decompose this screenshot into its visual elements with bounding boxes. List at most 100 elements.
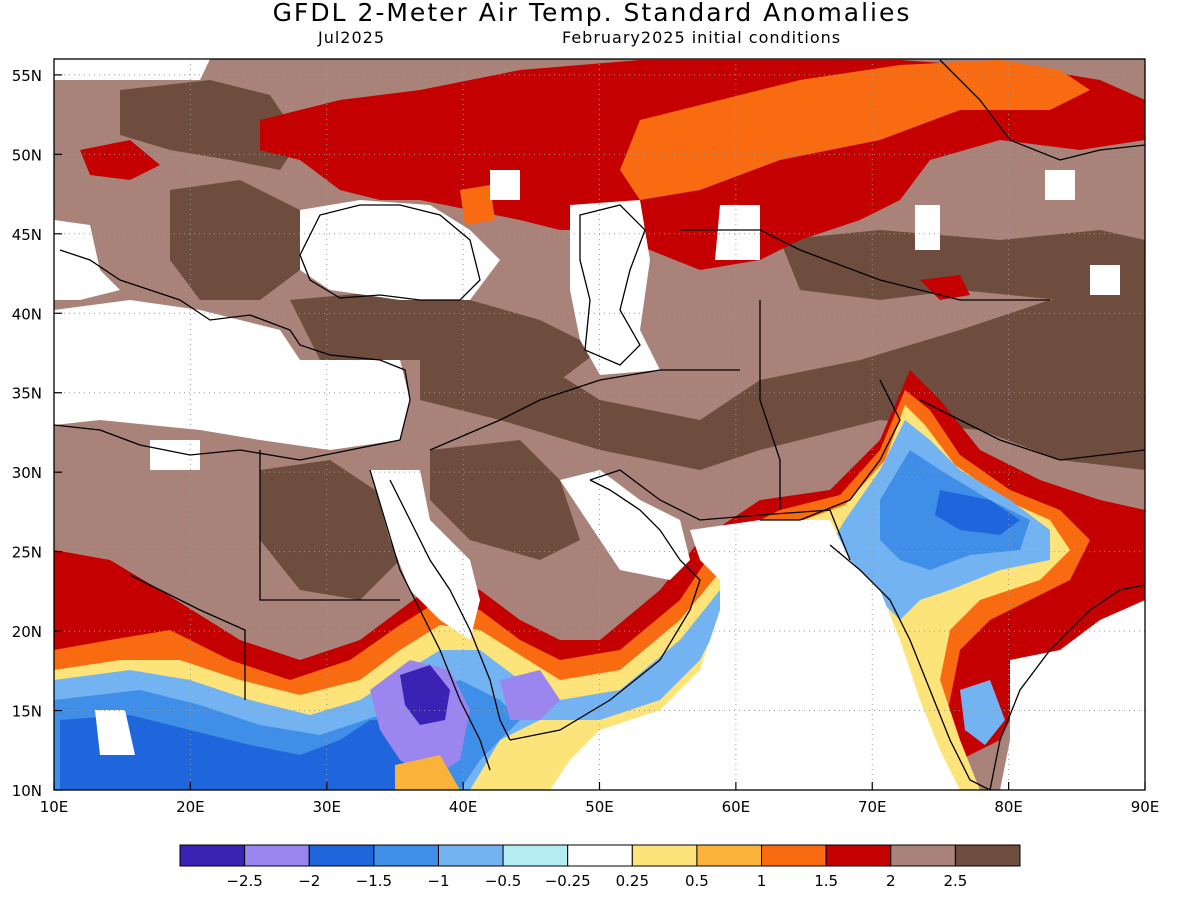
colorbar-label: −1 bbox=[427, 872, 449, 890]
masked-region bbox=[715, 205, 760, 260]
lat-tick-label: 55N bbox=[12, 67, 42, 85]
masked-region bbox=[570, 200, 660, 375]
lon-tick-label: 20E bbox=[176, 798, 205, 816]
masked-region bbox=[54, 220, 120, 300]
masked-region bbox=[1000, 600, 1145, 790]
valid-month-label: Jul2025 bbox=[318, 28, 386, 47]
anomaly-region-light-blue bbox=[960, 680, 1005, 745]
india-coastline bbox=[829, 544, 1145, 790]
colorbar-swatch bbox=[502, 844, 569, 867]
axis-labels: 10E 20E 30E 40E 50E 60E 70E 80E 90E 10N 15N 20N 25N 3… bbox=[12, 67, 1160, 816]
red-sea-coastline bbox=[389, 479, 511, 741]
lon-tick-label: 40E bbox=[449, 798, 478, 816]
persian-gulf-coastline bbox=[589, 469, 851, 561]
lat-tick-label: 50N bbox=[12, 146, 42, 164]
lon-tick-label: 90E bbox=[1131, 798, 1160, 816]
anomaly-region-dark-blue bbox=[935, 490, 1020, 535]
arabia-coastline bbox=[509, 479, 701, 741]
gridlines bbox=[54, 59, 1145, 790]
masked-region bbox=[1090, 265, 1120, 295]
colorbar-label: −2.5 bbox=[226, 872, 262, 890]
anomaly-region-dark-brown bbox=[260, 460, 400, 600]
anomaly-region-dark-blue bbox=[60, 715, 420, 790]
lon-tick-label: 10E bbox=[40, 798, 69, 816]
colorbar-label: −0.5 bbox=[485, 872, 521, 890]
colorbar-label: 2 bbox=[886, 872, 896, 890]
lat-tick-label: 10N bbox=[12, 782, 42, 800]
colorbar-label: −1.5 bbox=[356, 872, 392, 890]
mediterranean-coastline bbox=[54, 249, 411, 461]
masked-region bbox=[54, 300, 410, 450]
lat-tick-label: 15N bbox=[12, 703, 42, 721]
lon-tick-label: 50E bbox=[585, 798, 614, 816]
anomaly-region-orange bbox=[460, 185, 495, 225]
anomaly-region-orange bbox=[620, 60, 1090, 200]
anomaly-region-dark-brown bbox=[780, 230, 1145, 300]
colorbar-label: 1 bbox=[757, 872, 767, 890]
anomaly-region-lavender bbox=[500, 670, 560, 720]
colorbar-swatch bbox=[179, 844, 246, 867]
red-sea-coastline-west bbox=[369, 469, 491, 771]
lon-tick-label: 80E bbox=[994, 798, 1023, 816]
colorbar-swatch bbox=[567, 844, 633, 867]
caspian-coastline bbox=[579, 204, 646, 366]
masked-region bbox=[490, 170, 520, 200]
anomaly-region-yellow bbox=[395, 755, 460, 790]
colorbar-swatch bbox=[244, 844, 310, 867]
map-title: GFDL 2-Meter Air Temp. Standard Anomalie… bbox=[272, 0, 912, 27]
colorbar-label: −2 bbox=[298, 872, 320, 890]
anomaly-region-dark-brown bbox=[420, 290, 1145, 470]
lon-tick-label: 60E bbox=[722, 798, 751, 816]
anomaly-region-dark-brown bbox=[120, 80, 300, 170]
country-border bbox=[919, 399, 1145, 461]
colorbar: −2.5 −2 −1.5 −1 −0.5 −0.25 0.25 0.5 1 1.5 2 2.5 bbox=[179, 844, 1021, 890]
anomaly-region-red bbox=[920, 275, 970, 300]
masked-region bbox=[54, 59, 210, 80]
colorbar-label: 2.5 bbox=[943, 872, 967, 890]
coastlines bbox=[54, 59, 1145, 790]
colorbar-swatch bbox=[761, 844, 827, 867]
colorbar-swatch bbox=[825, 844, 892, 867]
colorbar-swatch bbox=[954, 844, 1021, 867]
colorbar-swatch bbox=[437, 844, 504, 867]
colorbar-swatch bbox=[631, 844, 698, 867]
anomaly-region-dark-brown bbox=[430, 440, 580, 560]
lon-tick-label: 30E bbox=[312, 798, 341, 816]
colorbar-swatch bbox=[890, 844, 956, 867]
colorbar-swatch bbox=[696, 844, 763, 867]
masked-region bbox=[1045, 170, 1075, 200]
lat-tick-label: 35N bbox=[12, 385, 42, 403]
lat-tick-label: 20N bbox=[12, 623, 42, 641]
masked-region bbox=[300, 200, 500, 300]
lat-tick-label: 30N bbox=[12, 464, 42, 482]
colorbar-label: −0.25 bbox=[545, 872, 591, 890]
masked-region bbox=[915, 205, 940, 250]
country-border bbox=[259, 450, 400, 601]
masked-region bbox=[370, 470, 480, 640]
lat-tick-label: 45N bbox=[12, 226, 42, 244]
lon-tick-label: 70E bbox=[858, 798, 887, 816]
masked-region bbox=[550, 520, 960, 790]
country-border bbox=[680, 229, 1050, 301]
masked-region bbox=[95, 710, 135, 755]
colorbar-label: 0.25 bbox=[616, 872, 649, 890]
map-field bbox=[54, 59, 1145, 790]
country-border bbox=[939, 59, 1145, 161]
lat-tick-label: 40N bbox=[12, 305, 42, 323]
colorbar-swatch bbox=[373, 844, 439, 867]
country-border bbox=[759, 300, 781, 510]
country-border bbox=[760, 379, 901, 521]
init-conditions-label: February2025 initial conditions bbox=[562, 28, 842, 47]
colorbar-swatch bbox=[308, 844, 375, 867]
country-border bbox=[429, 369, 740, 451]
country-border bbox=[129, 574, 246, 700]
anomaly-region-dark-brown bbox=[170, 180, 300, 300]
anomaly-region-red bbox=[80, 140, 160, 180]
colorbar-label: 0.5 bbox=[685, 872, 709, 890]
anomaly-region-indigo bbox=[400, 665, 450, 725]
black-sea-coastline bbox=[299, 204, 481, 301]
lat-tick-label: 25N bbox=[12, 544, 42, 562]
masked-region bbox=[150, 440, 200, 470]
colorbar-label: 1.5 bbox=[814, 872, 838, 890]
